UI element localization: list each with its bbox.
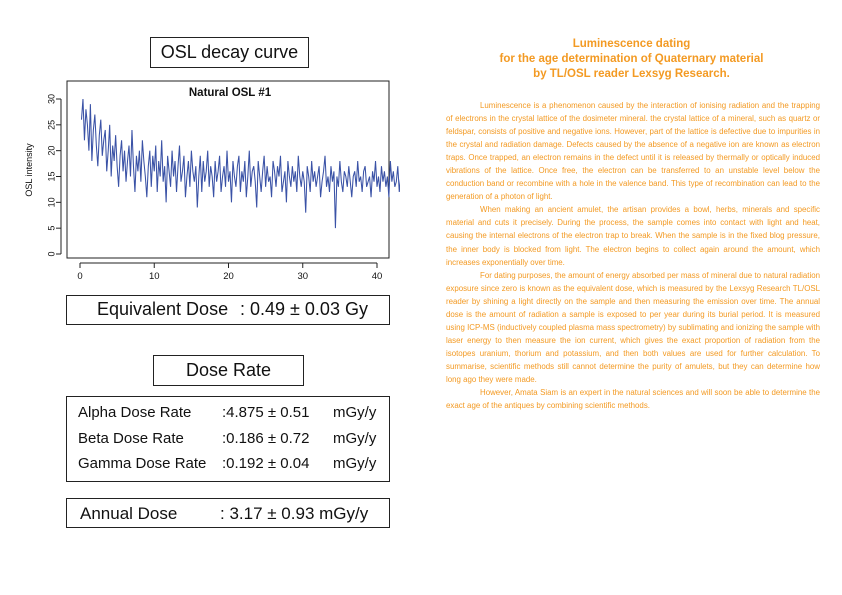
y-tick-label: 15 (46, 171, 56, 181)
article-paragraph: When making an ancient amulet, the artis… (446, 205, 820, 267)
dose-rate-title: Dose Rate (185, 360, 272, 380)
gamma-dose-rate-unit: mGy/y (333, 455, 377, 472)
x-tick-label: 30 (297, 271, 308, 282)
y-tick-label: 5 (46, 226, 56, 231)
beta-dose-rate-unit: mGy/y (333, 430, 377, 447)
article-paragraph: Luminescence is a phenomenon caused by t… (446, 101, 820, 202)
y-tick-label: 25 (46, 120, 56, 130)
axes-layer: 0 5 10 15 20 25 30 0 10 20 30 40 (46, 94, 382, 282)
y-tick-label: 30 (46, 94, 56, 104)
beta-dose-rate-label: Beta Dose Rate (78, 430, 184, 447)
osl-title: OSL decay curve (160, 42, 299, 62)
series-line-natural-osl (80, 98, 400, 229)
osl-decay-chart: Natural OSL #1 OSL intensity 0 5 10 15 20 25 3… (24, 80, 400, 282)
dose-rates-box: Alpha Dose Rate :4.875 ± 0.51 mGy/y Beta… (66, 396, 390, 482)
article-title: Luminescence dating for the age determin… (470, 37, 793, 82)
article-paragraph: For dating purposes, the amount of energ… (446, 270, 820, 384)
y-axis-label: OSL intensity (24, 143, 34, 197)
article-paragraph: However, Amata Siam is an expert in the … (446, 388, 820, 411)
x-tick-label: 20 (223, 271, 234, 282)
plot-frame (66, 80, 390, 259)
beta-dose-rate-value: :0.186 ± 0.72 (222, 430, 310, 447)
alpha-dose-rate-value: :4.875 ± 0.51 (222, 404, 310, 421)
dose-rate-title-box: Dose Rate (153, 355, 304, 386)
x-tick-label: 40 (372, 271, 383, 282)
y-tick-label: 10 (46, 197, 56, 207)
x-tick-label: 0 (77, 271, 82, 282)
annual-dose-label: Annual Dose (80, 504, 178, 523)
equivalent-dose-label: Equivalent Dose (97, 299, 229, 319)
x-tick-label: 10 (149, 271, 160, 282)
equivalent-dose-value: : 0.49 ± 0.03 Gy (240, 299, 368, 319)
article-title-line: Luminescence dating (572, 38, 691, 50)
alpha-dose-rate-unit: mGy/y (333, 404, 377, 421)
gamma-dose-rate-value: :0.192 ± 0.04 (222, 455, 310, 472)
alpha-dose-rate-label: Alpha Dose Rate (78, 404, 192, 421)
y-tick-label: 0 (46, 251, 56, 256)
equivalent-dose-box: Equivalent Dose : 0.49 ± 0.03 Gy (66, 295, 390, 325)
gamma-dose-rate-label: Gamma Dose Rate (78, 455, 207, 472)
y-tick-label: 20 (46, 146, 56, 156)
article-title-line: for the age determination of Quaternary … (499, 53, 764, 65)
osl-title-box: OSL decay curve (150, 37, 309, 68)
article-body: Luminescence is a phenomenon caused by t… (446, 99, 820, 412)
annual-dose-box: Annual Dose : 3.17 ± 0.93 mGy/y (66, 498, 390, 528)
chart-title: Natural OSL #1 (189, 87, 272, 99)
annual-dose-value: : 3.17 ± 0.93 mGy/y (220, 504, 369, 523)
article-title-line: by TL/OSL reader Lexsyg Research. (533, 68, 730, 80)
